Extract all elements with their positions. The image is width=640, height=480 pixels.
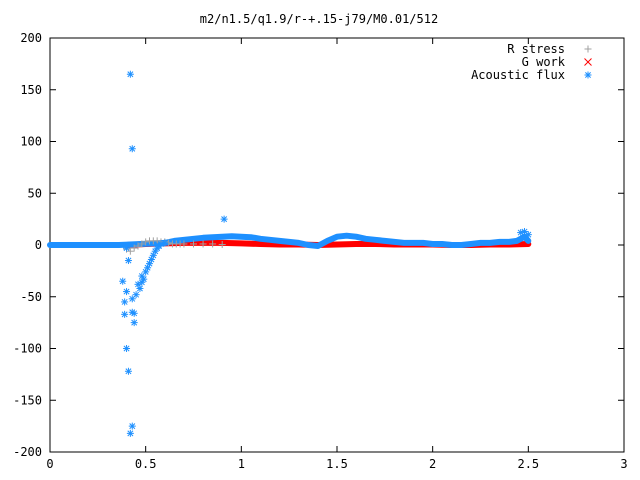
y-tick: 150 (20, 83, 624, 97)
x-tick-label: 2 (429, 457, 436, 471)
x-tick: 2 (429, 38, 436, 471)
x-tick: 0.5 (135, 38, 157, 471)
data-point (199, 240, 207, 248)
legend-entry: Acoustic flux (471, 68, 592, 82)
legend-label: R stress (507, 42, 565, 56)
legend-marker (584, 45, 592, 53)
data-point (209, 240, 217, 248)
x-tick-label: 2.5 (517, 457, 539, 471)
data-point (123, 345, 131, 352)
data-point (138, 240, 146, 248)
y-tick-label: -100 (13, 342, 42, 356)
legend-entry: R stress (507, 42, 592, 56)
y-tick-label: 200 (20, 31, 42, 45)
y-tick: -200 (13, 445, 624, 459)
x-axis: 0 0.5 1 1.5 2 2.5 3 (46, 38, 628, 471)
data-point (524, 231, 532, 239)
data-point (190, 240, 197, 248)
data-point (123, 244, 131, 252)
y-tick-label: -150 (13, 393, 42, 407)
y-tick: 200 (20, 31, 624, 45)
series-2 (119, 70, 532, 437)
data-point (126, 70, 134, 78)
x-tick: 1.5 (326, 38, 348, 471)
y-axis: 200 150 100 50 0 -50 -100 -150 -200 (13, 31, 624, 459)
y-tick: -100 (13, 342, 624, 356)
data-point (521, 228, 529, 236)
data-point (128, 145, 136, 153)
data-point (218, 240, 226, 248)
acoustic-flux-band (47, 232, 532, 249)
x-tick: 0 (46, 38, 54, 471)
data-point (142, 238, 150, 246)
y-tick: 50 (28, 186, 624, 200)
data-point (121, 310, 129, 318)
data-point (124, 367, 132, 375)
x-tick-label: 1.5 (326, 457, 348, 471)
data-point (123, 288, 131, 296)
y-tick: -50 (20, 290, 624, 304)
chart-title: m2/n1.5/q1.9/r-+.15-j79/M0.01/512 (200, 12, 438, 26)
x-tick: 2.5 (517, 38, 539, 471)
y-tick-label: 150 (20, 83, 42, 97)
x-tick-label: 0 (46, 457, 53, 471)
data-point (124, 257, 132, 265)
x-tick-label: 3 (620, 457, 627, 471)
plot-marks (47, 70, 532, 437)
legend-entry: G work (522, 55, 592, 69)
y-tick-label: 0 (35, 238, 42, 252)
y-tick-label: -50 (20, 290, 42, 304)
legend-label: Acoustic flux (471, 68, 565, 82)
data-point (220, 215, 228, 223)
data-point (119, 277, 127, 285)
data-point (134, 242, 142, 250)
data-point (140, 275, 148, 283)
x-tick-label: 1 (238, 457, 245, 471)
data-point (130, 244, 138, 252)
data-point (180, 240, 188, 248)
y-tick-label: -200 (13, 445, 42, 459)
legend-marker (584, 71, 592, 79)
data-point (153, 237, 161, 245)
data-point (126, 247, 134, 255)
y-tick-label: 50 (28, 186, 42, 200)
data-point (161, 239, 169, 247)
x-tick: 1 (238, 38, 245, 471)
data-point (128, 422, 136, 430)
y-tick: 100 (20, 135, 624, 149)
data-point (130, 309, 138, 317)
legend-label: G work (522, 55, 566, 69)
data-point (132, 291, 140, 299)
data-point (121, 298, 129, 306)
y-tick: -150 (13, 393, 624, 407)
data-point (126, 429, 134, 437)
data-point (130, 319, 138, 327)
data-point (136, 284, 144, 292)
x-tick-label: 0.5 (135, 457, 157, 471)
y-tick-label: 100 (20, 135, 42, 149)
legend-marker (584, 58, 592, 66)
x-tick: 3 (620, 38, 628, 471)
